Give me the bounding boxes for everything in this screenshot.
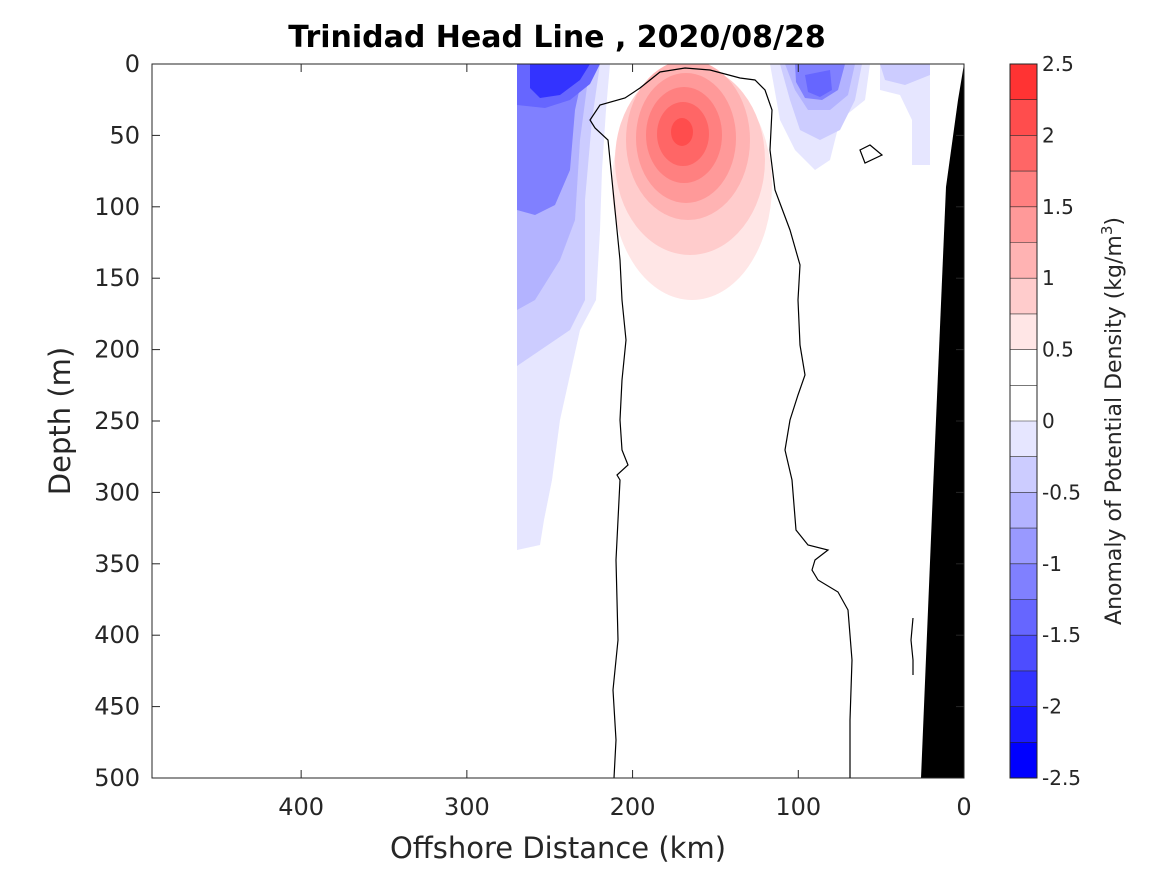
zero-contour-small-loop [859,144,884,164]
colorbar-tick-label: -1 [1042,552,1062,576]
x-tick-label: 300 [444,793,490,821]
y-axis-ticks: 0 50 100 150 200 250 300 350 400 450 500 [94,50,964,792]
colorbar-swatch [1010,278,1037,314]
colorbar-swatch [1010,528,1037,564]
y-tick-label: 400 [94,621,140,649]
colorbar-tick-label: 0.5 [1042,338,1074,362]
x-tick-label: 0 [956,793,971,821]
colorbar-swatch [1010,599,1037,636]
zero-contour-nearshore-segment [910,617,914,675]
colorbar-frame [1009,63,1038,779]
y-tick-label: 50 [109,121,140,149]
colorbar-swatch [1010,242,1037,279]
colorbar-title: Anomaly of Potential Density (kg/m3) [1098,217,1127,625]
colorbar-tick-label: 1.5 [1042,195,1074,219]
colorbar-swatch [1010,635,1037,671]
colorbar-tick-label: 1 [1042,266,1055,290]
y-tick-label: 300 [94,478,140,506]
colorbar-tick-label: 0 [1042,409,1055,433]
y-tick-label: 150 [94,264,140,292]
chart-title: Trinidad Head Line , 2020/08/28 [288,20,825,55]
colorbar-tick-label: -1.5 [1042,623,1081,647]
y-tick-label: 200 [94,336,140,364]
pos-anomaly-level-1-75 [671,118,693,146]
colorbar-swatch [1010,421,1037,457]
colorbar-swatch [1010,492,1037,529]
colorbar-swatch [1010,742,1037,778]
y-tick-label: 100 [94,193,140,221]
nearshore-neg-level-1-5 [805,70,832,97]
nearshore-neg-patch-top [880,64,930,85]
zero-contour-line-west [589,67,853,778]
y-tick-label: 500 [94,764,140,792]
colorbar-swatch [1010,670,1037,707]
colorbar-tick-label: 2.5 [1042,52,1074,76]
x-tick-label: 100 [775,793,821,821]
colorbar-swatch [1010,706,1037,743]
colorbar-swatch [1010,135,1037,172]
x-axis-ticks: 400 300 200 100 0 [278,64,972,821]
colorbar-swatch [1010,206,1037,243]
y-tick-label: 250 [94,407,140,435]
colorbar-swatch [1010,64,1037,100]
x-tick-label: 200 [610,793,656,821]
colorbar-title-superscript: 3 [1098,226,1116,236]
colorbar-tick-label: 2 [1042,123,1055,147]
colorbar-title-close: ) [1102,217,1127,226]
y-tick-label: 350 [94,550,140,578]
x-tick-label: 400 [278,793,324,821]
contour-fill-layer [517,64,964,778]
colorbar-swatch [1010,563,1037,600]
nearshore-neg-level-0-25 [770,64,930,165]
colorbar-swatch [1010,313,1037,350]
colorbar-swatch [1010,349,1037,386]
colorbar-swatch [1010,456,1037,493]
colorbar-swatch [1010,99,1037,136]
colorbar-swatch [1010,385,1037,421]
bathymetry-seafloor [921,64,964,778]
colorbar-swatch [1010,171,1037,207]
colorbar-tick-label: -0.5 [1042,480,1081,504]
y-axis-title: Depth (m) [43,347,77,495]
y-tick-label: 450 [94,693,140,721]
colorbar-tick-label: -2.5 [1042,766,1081,790]
colorbar-title-main: Anomaly of Potential Density (kg/m [1102,235,1127,625]
neg-anomaly-level-1-75 [530,64,590,98]
colorbar-tick-label: -2 [1042,695,1062,719]
y-tick-label: 0 [125,50,140,78]
colorbar: 2.5 2 1.5 1 0.5 0 -0.5 -1 -1.5 -2 -2.5 [1010,52,1081,790]
x-axis-title: Offshore Distance (km) [390,831,726,865]
